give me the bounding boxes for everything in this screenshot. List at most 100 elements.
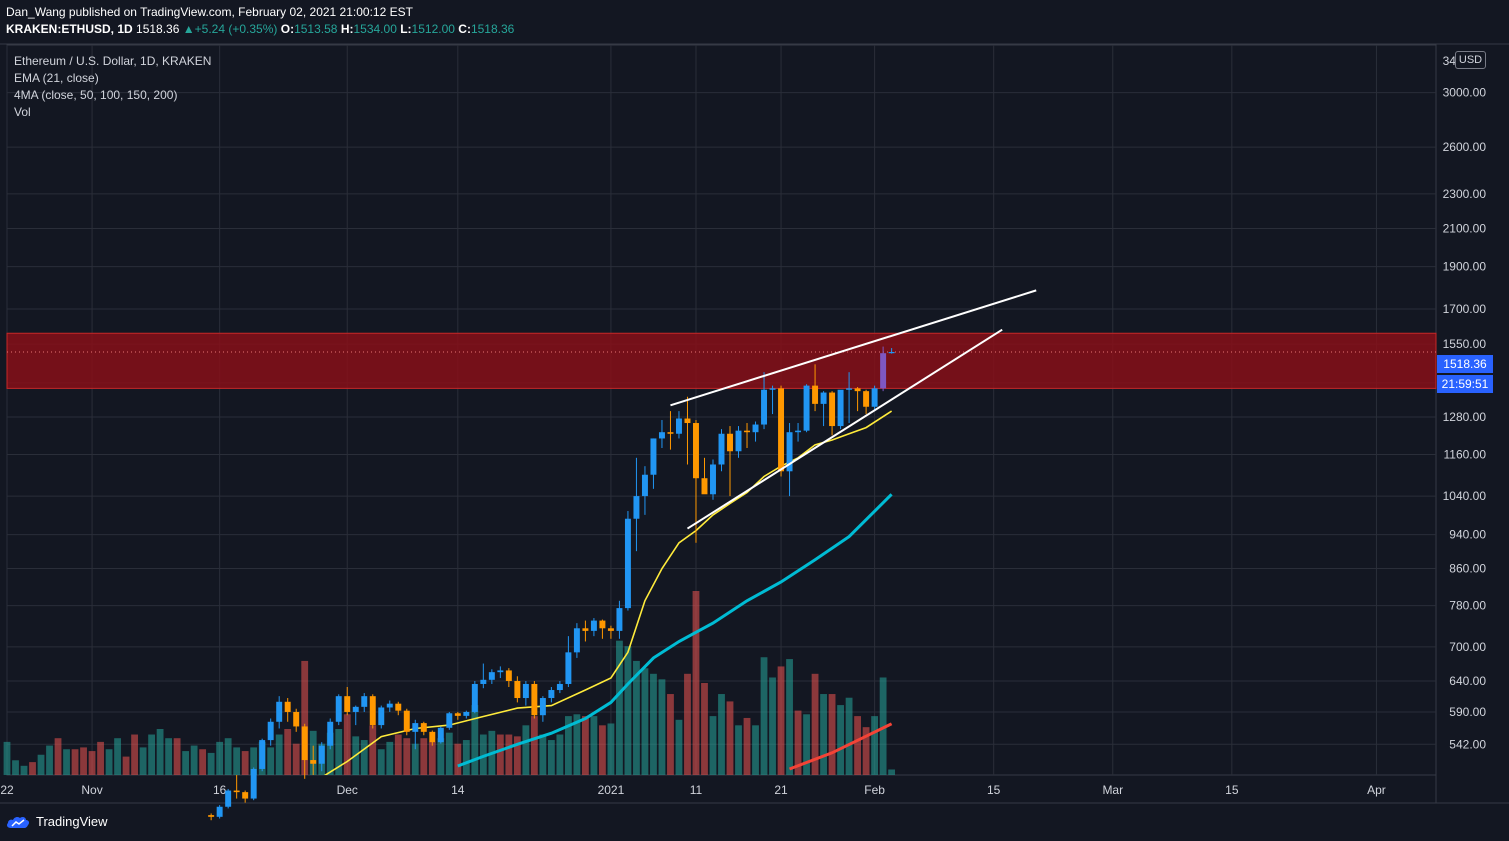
legend-vol[interactable]: Vol	[14, 105, 31, 119]
candle-body	[752, 424, 759, 433]
candle-body	[812, 385, 819, 404]
volume-bar	[224, 738, 232, 775]
y-tick-label: 1550.00	[1443, 337, 1487, 351]
y-tick-label: 780.00	[1449, 599, 1486, 613]
volume-bar	[743, 717, 751, 775]
volume-bar	[820, 694, 827, 775]
candle-body	[225, 790, 232, 807]
x-tick-label: Nov	[81, 783, 102, 797]
volume-bar	[547, 740, 555, 775]
candle-body	[267, 721, 274, 741]
volume-bar	[760, 657, 768, 775]
volume-bar	[156, 729, 164, 775]
volume-bar	[3, 741, 11, 775]
y-tick-label: 1160.00	[1444, 448, 1487, 462]
y-tick-label: 2600.00	[1443, 140, 1487, 154]
candle-body	[369, 696, 376, 726]
candle-body	[769, 388, 776, 390]
volume-bar	[394, 734, 402, 775]
volume-bar	[658, 679, 666, 775]
x-tick-label: 21	[774, 783, 788, 797]
candle-body	[531, 683, 538, 716]
y-tick-label: 860.00	[1449, 561, 1486, 575]
tradingview-logo[interactable]: TradingView	[6, 814, 108, 829]
volume-bar	[633, 660, 640, 775]
candle-body	[395, 703, 402, 711]
volume-bar	[105, 749, 113, 775]
candle-body	[880, 353, 887, 389]
candle-body	[352, 706, 359, 712]
volume-bar	[803, 714, 810, 775]
low-value: 1512.00	[411, 22, 455, 36]
candle-body	[276, 701, 283, 722]
x-tick-label: 14	[451, 783, 465, 797]
candle-body	[582, 628, 589, 631]
volume-bar	[888, 769, 896, 775]
volume-bar	[377, 749, 385, 775]
y-tick-label: 590.00	[1449, 705, 1486, 719]
volume-bar	[513, 736, 521, 775]
x-tick-label: Apr	[1367, 783, 1386, 797]
volume-bar	[462, 740, 470, 775]
candle-body	[505, 670, 512, 681]
candle-body	[863, 391, 870, 407]
resistance-zone	[6, 332, 1437, 389]
candle-body	[403, 710, 410, 732]
candle-body	[718, 433, 725, 465]
volume-bar	[199, 749, 207, 775]
legend-title[interactable]: Ethereum / U.S. Dollar, 1D, KRAKEN	[14, 54, 212, 68]
close-value: 1518.36	[470, 22, 515, 36]
legend-ema[interactable]: EMA (21, close)	[14, 71, 99, 85]
volume-bar	[80, 747, 87, 775]
y-tick-label: 2100.00	[1443, 221, 1487, 235]
candle-body	[590, 620, 597, 631]
volume-bar	[216, 741, 224, 775]
publisher-name[interactable]: Dan_Wang	[6, 5, 66, 19]
volume-bar	[122, 756, 130, 775]
candle-body	[846, 388, 853, 390]
currency-button[interactable]: USD	[1455, 51, 1486, 69]
volume-bar	[12, 760, 19, 775]
volume-bar	[88, 751, 96, 775]
volume-bar	[454, 743, 462, 775]
volume-bar	[54, 738, 62, 775]
indicator-legend: Ethereum / U.S. Dollar, 1D, KRAKEN EMA (…	[14, 53, 211, 121]
candle-body	[650, 438, 657, 475]
volume-bar	[369, 725, 377, 775]
candle-body	[327, 721, 334, 746]
candle-body	[463, 711, 470, 716]
volume-bar	[46, 745, 53, 775]
volume-bar	[131, 734, 138, 775]
candle-body	[744, 430, 750, 433]
volume-bar	[437, 738, 445, 775]
volume-bar	[726, 701, 734, 775]
candle-body	[344, 696, 351, 712]
volume-bar	[871, 716, 879, 775]
candle-body	[599, 620, 606, 629]
legend-4ma[interactable]: 4MA (close, 50, 100, 150, 200)	[14, 88, 178, 102]
symbol-label: KRAKEN:ETHUSD, 1D	[6, 22, 133, 36]
y-tick-label: 3000.00	[1443, 86, 1487, 100]
candle-body	[778, 388, 785, 472]
candle-body	[437, 727, 444, 743]
x-tick-label: 2021	[598, 783, 625, 797]
x-tick-label: Feb	[864, 783, 885, 797]
candle-body	[871, 388, 878, 407]
candle-body	[480, 679, 487, 684]
volume-bar	[165, 738, 173, 775]
volume-bar	[862, 727, 870, 775]
candle-body	[497, 670, 504, 673]
candle-body	[310, 760, 317, 764]
volume-bar	[879, 677, 887, 775]
volume-bar	[343, 714, 351, 775]
volume-bar	[777, 666, 785, 775]
high-label: H:	[340, 22, 354, 36]
high-value: 1534.00	[353, 22, 397, 36]
volume-bar	[752, 725, 759, 775]
up-arrow-icon: ▲	[182, 22, 195, 36]
volume-bar	[530, 716, 538, 775]
volume-bar	[539, 734, 547, 775]
tradingview-cloud-icon	[7, 816, 30, 828]
candle-body	[803, 385, 810, 431]
